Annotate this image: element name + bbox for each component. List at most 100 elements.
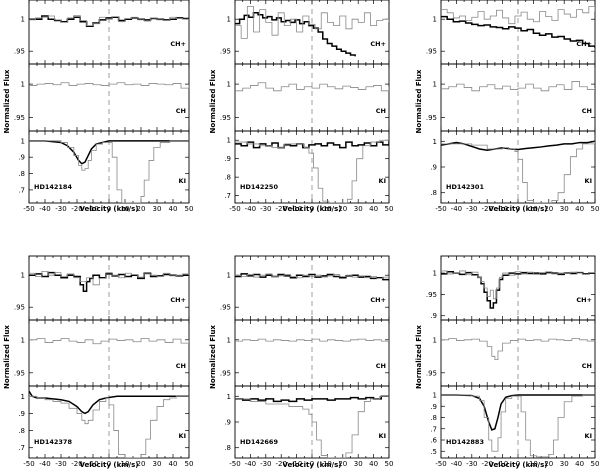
spectrum-line-thin	[235, 395, 389, 458]
x-tick-label: 40	[169, 460, 178, 468]
y-tick-label: 1	[21, 336, 25, 344]
y-tick-label: .9	[430, 164, 437, 172]
x-tick-label: -10	[497, 460, 508, 468]
y-tick-label: 1	[21, 137, 25, 145]
y-tick-label: .7	[18, 186, 25, 194]
spectrum-line-thin	[29, 395, 189, 458]
spectrum-line-thin	[441, 338, 595, 360]
x-tick-label: 30	[560, 460, 569, 468]
x-axis-title: Velocity (km/s)	[283, 205, 342, 213]
spectrum-line-thin	[235, 82, 389, 92]
x-tick-label: 20	[338, 460, 347, 468]
x-tick-label: 10	[121, 460, 130, 468]
y-tick-label: 1	[227, 393, 231, 401]
spectrum-line-thin	[29, 270, 189, 286]
species-label: CH	[376, 107, 386, 115]
star-name-label: HD142184	[34, 183, 72, 191]
y-tick-label: 1	[227, 81, 231, 89]
spectrum-line-thick	[29, 271, 189, 292]
x-tick-label: 0	[107, 460, 111, 468]
y-tick-label: 1	[433, 270, 437, 278]
x-tick-label: 50	[385, 460, 394, 468]
x-axis-title: Velocity (km/s)	[80, 205, 139, 213]
species-label: CH	[376, 362, 386, 370]
spectrum-line-thin	[441, 6, 595, 25]
y-tick-label: .8	[224, 174, 231, 182]
y-tick-label: .95	[220, 369, 231, 377]
spectrum-line-thin	[235, 6, 389, 39]
y-tick-label: 1	[433, 336, 437, 344]
x-tick-label: 40	[575, 205, 584, 213]
y-tick-label: 1	[227, 272, 231, 280]
y-axis-title: Normalized Flux	[3, 325, 11, 389]
y-tick-label: 1	[21, 81, 25, 89]
spectrum-line-thin	[29, 140, 189, 203]
x-tick-label: 40	[369, 205, 378, 213]
x-tick-label: -50	[229, 460, 240, 468]
species-label: CH+	[370, 296, 386, 304]
x-tick-label: -20	[275, 205, 286, 213]
x-axis-title: Velocity (km/s)	[283, 461, 342, 469]
x-tick-label: -40	[245, 205, 256, 213]
star-name-label: HD142669	[240, 438, 278, 446]
y-tick-label: 1	[433, 138, 437, 146]
species-label: CH	[582, 107, 592, 115]
x-tick-label: 50	[185, 460, 194, 468]
y-tick-label: 1	[21, 272, 25, 280]
y-axis-title: Normalized Flux	[415, 325, 423, 389]
x-tick-label: 50	[385, 205, 394, 213]
x-tick-label: 30	[153, 205, 162, 213]
x-tick-label: -20	[71, 460, 82, 468]
y-tick-label: .8	[18, 170, 25, 178]
x-tick-label: 0	[310, 205, 314, 213]
y-tick-label: 1	[227, 16, 231, 24]
x-tick-label: -30	[466, 205, 477, 213]
y-tick-label: .95	[426, 369, 437, 377]
x-axis-title: Velocity (km/s)	[80, 461, 139, 469]
species-label: CH+	[576, 296, 592, 304]
spectrum-line-thin	[29, 14, 189, 26]
y-tick-label: .95	[220, 304, 231, 312]
y-tick-label: .95	[426, 114, 437, 122]
species-label: CH+	[576, 40, 592, 48]
x-tick-label: -40	[39, 460, 50, 468]
x-tick-label: -30	[55, 460, 66, 468]
x-tick-label: -40	[451, 205, 462, 213]
x-tick-label: -50	[229, 205, 240, 213]
x-tick-label: 30	[354, 205, 363, 213]
species-label: KI	[585, 432, 592, 440]
species-label: CH	[176, 362, 186, 370]
star-name-label: HD142250	[240, 183, 278, 191]
x-tick-label: -50	[435, 205, 446, 213]
spectrum-line-thin	[29, 82, 189, 89]
spectrum-line-thin	[441, 394, 595, 458]
star-name-label: HD142378	[34, 438, 72, 446]
x-tick-label: -20	[275, 460, 286, 468]
species-label: CH+	[170, 296, 186, 304]
species-label: CH	[582, 362, 592, 370]
y-tick-label: .95	[14, 48, 25, 56]
y-tick-label: 1	[21, 16, 25, 24]
x-tick-label: 10	[529, 205, 538, 213]
y-tick-label: .8	[18, 427, 25, 435]
x-tick-label: 20	[544, 205, 553, 213]
y-tick-label: .6	[430, 437, 437, 445]
y-tick-label: .95	[14, 369, 25, 377]
y-tick-label: .9	[430, 312, 437, 320]
x-tick-label: 10	[121, 205, 130, 213]
y-tick-label: .8	[224, 444, 231, 452]
x-tick-label: 30	[354, 460, 363, 468]
spectrum-line-thick	[441, 394, 595, 431]
y-tick-label: 1	[433, 81, 437, 89]
y-axis-title: Normalized Flux	[3, 69, 11, 133]
spectrum-line-thick	[235, 12, 356, 57]
y-tick-label: 1	[433, 392, 437, 400]
y-tick-label: .95	[14, 114, 25, 122]
x-tick-label: 40	[575, 460, 584, 468]
spectrum-line-thick	[29, 140, 189, 165]
spectrum-line-thick	[235, 140, 389, 149]
y-tick-label: .9	[224, 155, 231, 163]
x-tick-label: -40	[245, 460, 256, 468]
y-tick-label: .7	[224, 192, 231, 200]
